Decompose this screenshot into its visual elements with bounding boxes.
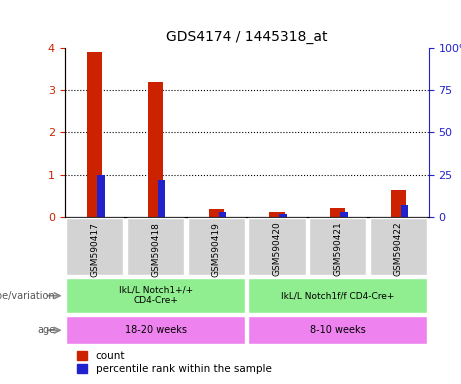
- Bar: [66, 218, 124, 275]
- Text: IkL/L Notch1+/+
CD4-Cre+: IkL/L Notch1+/+ CD4-Cre+: [118, 286, 193, 305]
- Bar: [330, 208, 345, 217]
- Bar: [401, 205, 408, 217]
- Bar: [97, 175, 105, 217]
- Bar: [66, 316, 245, 344]
- Text: GSM590417: GSM590417: [90, 222, 100, 276]
- Bar: [248, 316, 427, 344]
- Title: GDS4174 / 1445318_at: GDS4174 / 1445318_at: [166, 30, 327, 44]
- Bar: [148, 82, 163, 217]
- Text: GSM590421: GSM590421: [333, 222, 342, 276]
- Bar: [370, 218, 427, 275]
- Legend: count, percentile rank within the sample: count, percentile rank within the sample: [77, 351, 272, 374]
- Bar: [219, 212, 226, 217]
- Text: GSM590420: GSM590420: [272, 222, 282, 276]
- Text: GSM590418: GSM590418: [151, 222, 160, 276]
- Text: GSM590419: GSM590419: [212, 222, 221, 276]
- Bar: [127, 218, 184, 275]
- Bar: [66, 278, 245, 313]
- Bar: [188, 218, 245, 275]
- Text: age: age: [37, 325, 55, 335]
- Bar: [309, 218, 366, 275]
- Text: IkL/L Notch1f/f CD4-Cre+: IkL/L Notch1f/f CD4-Cre+: [281, 291, 394, 300]
- Bar: [340, 212, 348, 217]
- Bar: [279, 214, 287, 217]
- Text: GSM590422: GSM590422: [394, 222, 403, 276]
- Text: genotype/variation: genotype/variation: [0, 291, 55, 301]
- Text: 8-10 weeks: 8-10 weeks: [310, 325, 366, 335]
- Bar: [87, 52, 102, 217]
- Bar: [248, 278, 427, 313]
- Bar: [248, 218, 306, 275]
- Bar: [209, 209, 224, 217]
- Bar: [158, 180, 165, 217]
- Bar: [269, 212, 284, 217]
- Text: 18-20 weeks: 18-20 weeks: [124, 325, 187, 335]
- Bar: [391, 190, 406, 217]
